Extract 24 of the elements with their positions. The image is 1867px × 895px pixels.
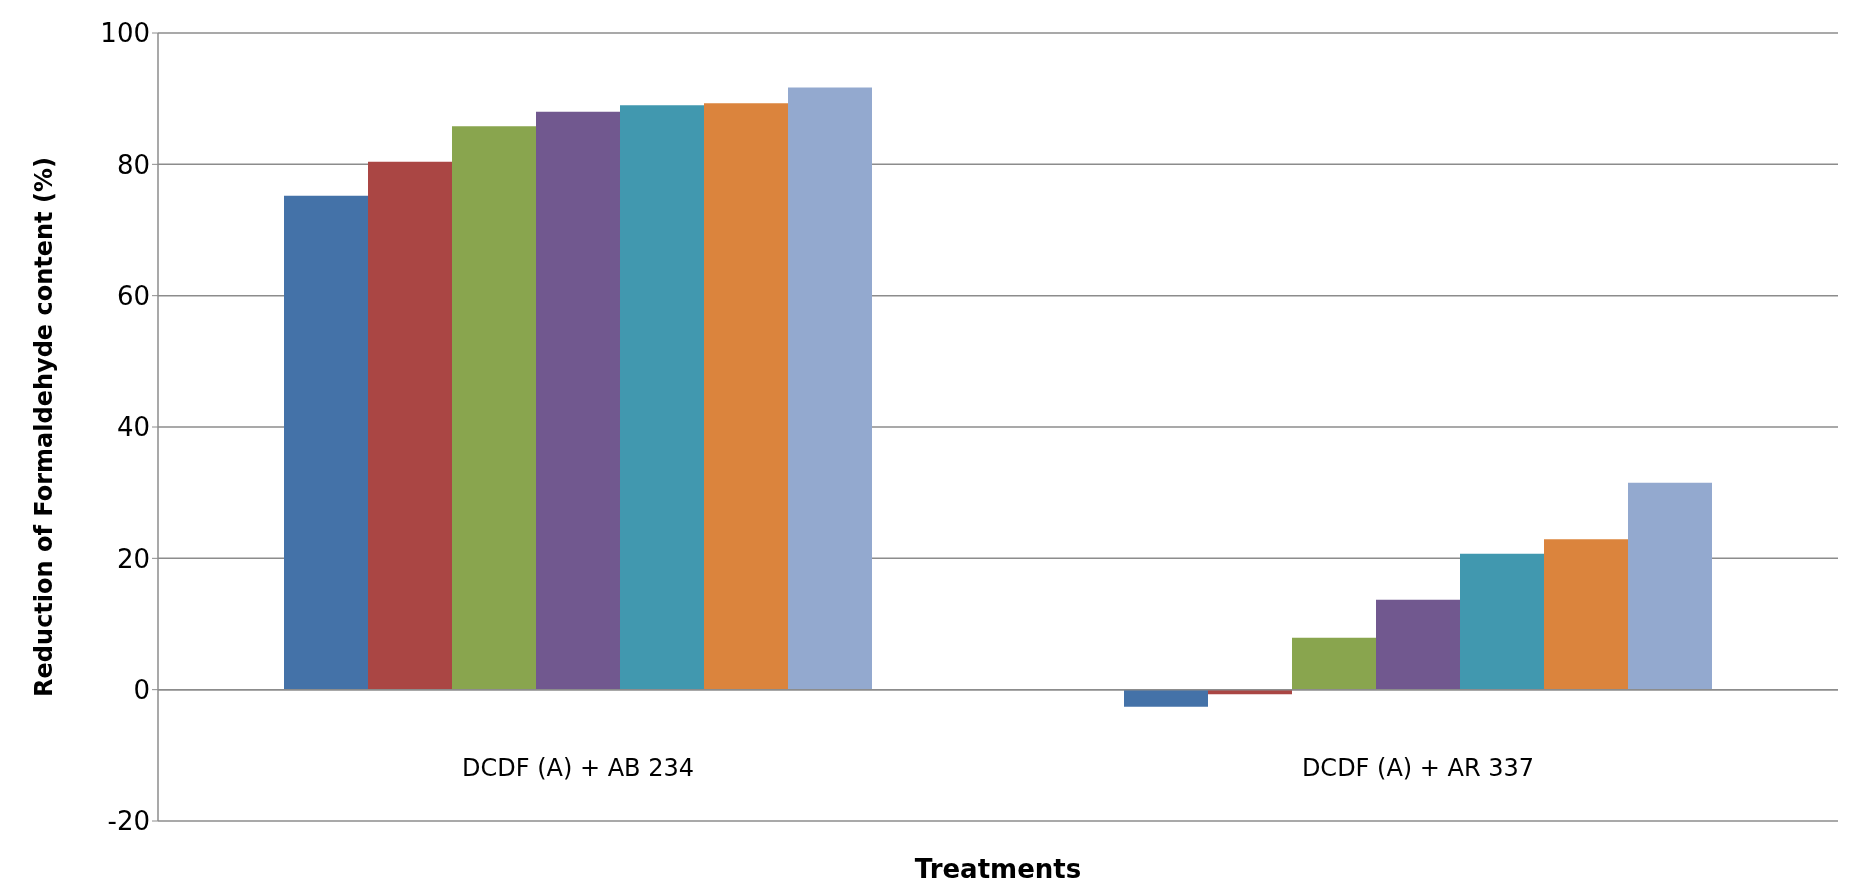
y-tick-label: -20 <box>107 806 150 837</box>
y-tick-label: 0 <box>133 674 150 705</box>
bar <box>1376 599 1460 690</box>
y-tick-label: 40 <box>116 412 150 443</box>
y-tick-label: 20 <box>116 543 150 574</box>
bar <box>1292 637 1376 690</box>
bar <box>1544 539 1628 690</box>
y-tick-label: 100 <box>100 18 150 49</box>
bar <box>1460 553 1544 690</box>
y-tick-label: 80 <box>116 149 150 180</box>
bar <box>452 126 536 690</box>
bar <box>536 111 620 690</box>
bar <box>1628 482 1712 690</box>
y-tick-label: 60 <box>116 280 150 311</box>
x-tick-label: DCDF (A) + AB 234 <box>462 754 694 783</box>
bar <box>704 103 788 690</box>
bar <box>788 87 872 690</box>
bar <box>620 105 704 690</box>
y-axis-title: Reduction of Formaldehyde content (%) <box>29 157 58 697</box>
bar <box>1124 689 1208 707</box>
bar <box>284 195 368 690</box>
x-tick-label: DCDF (A) + AR 337 <box>1301 754 1535 783</box>
x-axis-title: Treatments <box>914 854 1082 884</box>
bar <box>368 161 452 690</box>
